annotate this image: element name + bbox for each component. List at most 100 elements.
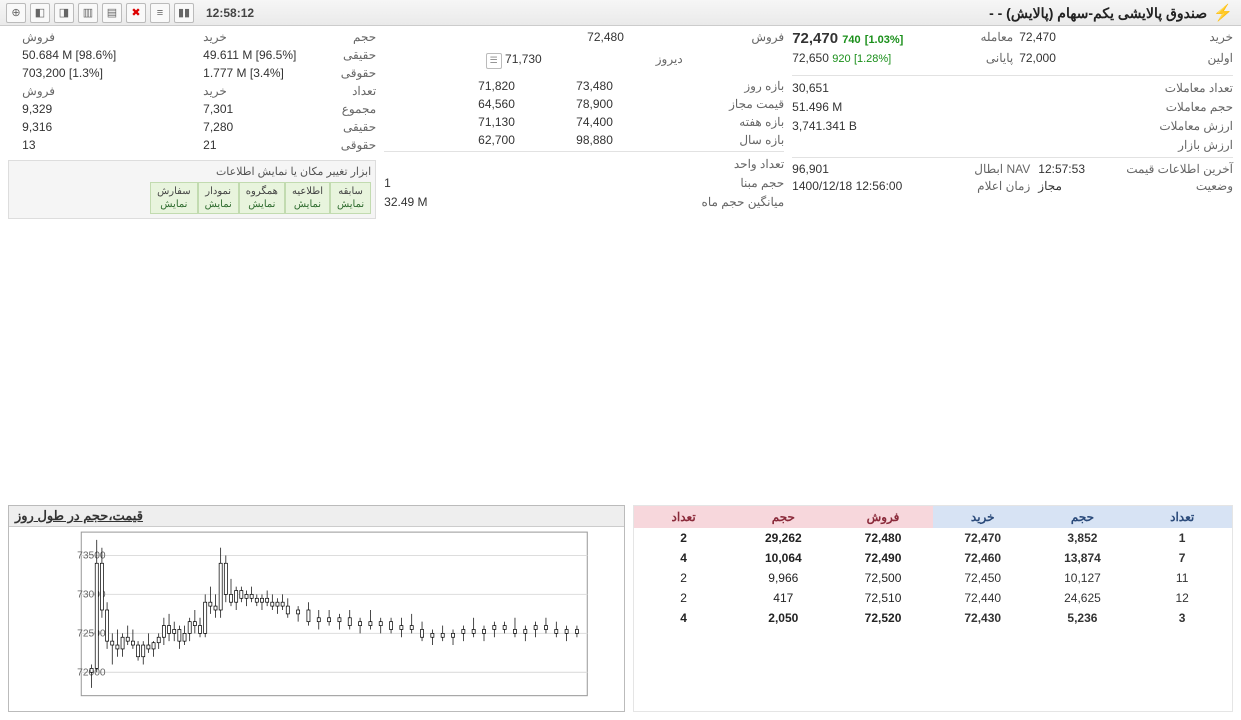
val-last-info-time: 12:57:53 xyxy=(1038,162,1085,176)
lbl-unit-count: تعداد واحد xyxy=(734,157,784,171)
val-cnt-buy-real: 7,280 xyxy=(203,120,313,134)
window-title: ⚡ صندوق پالایشی یکم-سهام (پالایش) - - xyxy=(989,3,1233,23)
orderbook-row[interactable]: 713,87472,46072,49010,0644 xyxy=(634,548,1232,568)
ob-h-sprice: فروش xyxy=(833,506,933,528)
toolbar-btn-1[interactable]: ⊕ xyxy=(6,3,26,23)
lbl-legal: حقوقی xyxy=(321,66,376,80)
toolbar-btn-3[interactable]: ◨ xyxy=(54,3,74,23)
intraday-chart: 73500730007250072000 xyxy=(9,527,624,711)
hdr-count: تعداد xyxy=(321,84,376,98)
lbl-day-range: بازه روز xyxy=(674,79,784,93)
val-num-trades: 30,651 xyxy=(792,81,829,95)
tool-btn-announcement[interactable]: اطلاعیهنمایش xyxy=(285,182,330,214)
orderbook-row[interactable]: 1224,62572,44072,5104172 xyxy=(634,588,1232,608)
hdr-buy-col: خرید xyxy=(203,30,313,44)
val-sell-legal: 703,200 [1.3%] xyxy=(22,66,132,80)
lbl-val-trades: ارزش معاملات xyxy=(1159,119,1233,133)
val-day-high: 73,480 xyxy=(576,79,666,93)
val-year-low: 62,700 xyxy=(478,133,568,147)
orderbook-row[interactable]: 1110,12772,45072,5009,9662 xyxy=(634,568,1232,588)
tool-btn-chart[interactable]: نمودارنمایش xyxy=(198,182,239,214)
ob-h-bprice: خرید xyxy=(933,506,1033,528)
lbl-real: حقیقی xyxy=(321,48,376,62)
val-close: 72,650 920 [1.28%] xyxy=(792,51,903,65)
val-year-high: 98,880 xyxy=(576,133,666,147)
calc-icon[interactable]: ☰ xyxy=(486,53,502,69)
lbl-yday: دیروز xyxy=(587,52,683,69)
val-avg-month: 32.49 M xyxy=(384,195,427,209)
val-allowed-low: 64,560 xyxy=(478,97,568,111)
val-cnt-buy-legal: 21 xyxy=(203,138,313,152)
lbl-first: اولین xyxy=(1129,51,1233,65)
ob-h-bcount: تعداد xyxy=(1132,506,1232,528)
lbl-status: وضعیت xyxy=(1093,179,1233,193)
val-allowed-high: 78,900 xyxy=(576,97,666,111)
lbl-base-vol: حجم مبنا xyxy=(740,176,784,190)
val-buy-legal: 1.777 M [3.4%] xyxy=(203,66,313,80)
price-summary: خرید 72,470 معامله 72,470 740 [1.03%] او… xyxy=(792,30,1233,505)
lbl-last-info: آخرین اطلاعات قیمت xyxy=(1093,162,1233,176)
tools-panel: ابزار تغییر مکان یا نمایش اطلاعات سفارشن… xyxy=(8,160,376,219)
lbl-close: پایانی xyxy=(909,51,1013,65)
hdr-buy-col2: خرید xyxy=(203,84,313,98)
val-val-trades: 3,741.341 B xyxy=(792,119,857,133)
lbl-week: بازه هفته xyxy=(674,115,784,129)
hdr-sell-col: فروش xyxy=(22,30,132,44)
toolbar-btn-4[interactable]: ▥ xyxy=(78,3,98,23)
lbl-total: مجموع xyxy=(321,102,376,116)
val-cnt-sell-real: 9,316 xyxy=(22,120,132,134)
lbl-real2: حقیقی xyxy=(321,120,376,134)
val-buy: 72,470 xyxy=(1019,30,1123,47)
lbl-year: بازه سال xyxy=(674,133,784,147)
tool-btn-order[interactable]: سفارشنمایش xyxy=(150,182,198,214)
symbol-title: صندوق پالایشی یکم-سهام (پالایش) - - xyxy=(989,5,1207,22)
lbl-legal2: حقوقی xyxy=(321,138,376,152)
lbl-mkt-val: ارزش بازار xyxy=(1178,138,1233,152)
lbl-allowed: قیمت مجاز xyxy=(674,97,784,111)
val-buy-real: 49.611 M [96.5%] xyxy=(203,48,313,62)
val-day-low: 71,820 xyxy=(478,79,568,93)
val-cnt-sell-total: 9,329 xyxy=(22,102,132,116)
lbl-trade: معامله xyxy=(909,30,1013,47)
orderbook-row[interactable]: 35,23672,43072,5202,0504 xyxy=(634,608,1232,628)
hdr-sell-col2: فروش xyxy=(22,84,132,98)
ob-h-bvol: حجم xyxy=(1033,506,1133,528)
traders-block: حجم خرید فروش حقیقی 49.611 M [96.5%] 50.… xyxy=(8,30,376,505)
val-sell-real: 50.684 M [98.6%] xyxy=(22,48,132,62)
bolt-icon: ⚡ xyxy=(1213,3,1233,23)
lbl-announce: زمان اعلام xyxy=(910,179,1030,193)
orderbook-row[interactable]: 13,85272,47072,48029,2622 xyxy=(634,528,1232,548)
val-week-high: 74,400 xyxy=(576,115,666,129)
toolbar-btn-2[interactable]: ◧ xyxy=(30,3,50,23)
toolbar-btn-bars[interactable]: ▮▮ xyxy=(174,3,194,23)
val-announce: 1400/12/18 12:56:00 xyxy=(792,179,902,193)
svg-text:72500: 72500 xyxy=(77,628,106,639)
clock: 12:58:12 xyxy=(206,6,254,20)
toolbar-btn-5[interactable]: ▤ xyxy=(102,3,122,23)
val-base-vol: 1 xyxy=(384,176,391,190)
tools-title: ابزار تغییر مکان یا نمایش اطلاعات xyxy=(13,165,371,178)
orderbook: تعداد حجم خرید فروش حجم تعداد 13,85272,4… xyxy=(633,505,1233,712)
orderbook-body: 13,85272,47072,48029,2622713,87472,46072… xyxy=(634,528,1232,628)
lbl-vol-trades: حجم معاملات xyxy=(1166,100,1233,114)
val-nav: 96,901 xyxy=(792,162,902,176)
orderbook-header: تعداد حجم خرید فروش حجم تعداد xyxy=(634,506,1232,528)
toolbar-btn-chart[interactable]: ✖ xyxy=(126,3,146,23)
ob-h-scount: تعداد xyxy=(634,506,734,528)
lbl-avg-month: میانگین حجم ماه xyxy=(702,195,785,209)
chart-panel: قیمت،حجم در طول روز 73500730007250072000 xyxy=(8,505,625,712)
hdr-vol: حجم xyxy=(321,30,376,44)
lbl-num-trades: تعداد معاملات xyxy=(1165,81,1233,95)
tool-btn-peers[interactable]: همگروهنمایش xyxy=(239,182,285,214)
toolbar-btn-7[interactable]: ≡ xyxy=(150,3,170,23)
ranges-block: فروش 72,480 دیروز ☰ 71,730 بازه روز 73,4… xyxy=(384,30,784,505)
ob-h-svol: حجم xyxy=(733,506,833,528)
chart-title: قیمت،حجم در طول روز xyxy=(9,506,624,527)
val-week-low: 71,130 xyxy=(478,115,568,129)
val-sell: 72,480 xyxy=(587,30,683,44)
val-trade: 72,470 740 [1.03%] xyxy=(792,30,903,47)
val-status: مجاز xyxy=(1038,179,1085,193)
lbl-buy: خرید xyxy=(1129,30,1233,47)
lbl-sell: فروش xyxy=(689,30,785,44)
tool-btn-history[interactable]: سابقهنمایش xyxy=(330,182,371,214)
